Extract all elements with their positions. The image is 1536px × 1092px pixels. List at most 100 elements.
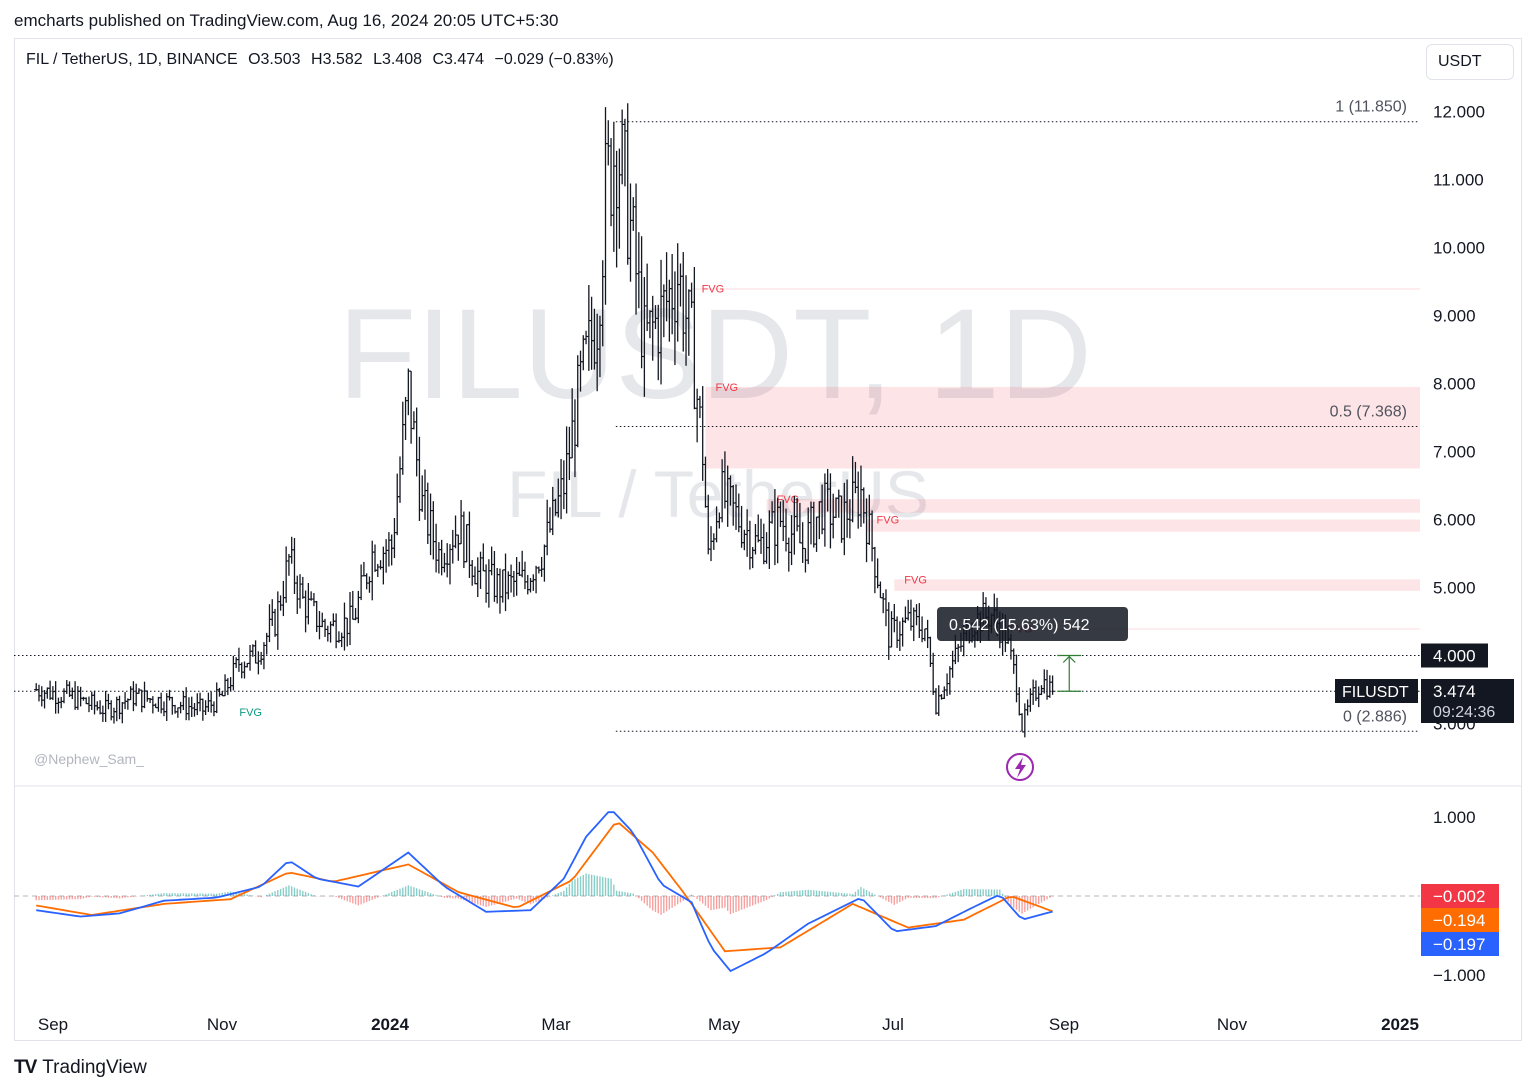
ohlc-bar [625,103,630,265]
ohlc-bar [95,701,100,711]
ohlc-bar [278,595,283,611]
ohlc-bar [378,560,383,570]
alert-icon-group[interactable] [1006,753,1034,781]
price-axis[interactable]: 12.000 11.000 10.000 9.000 8.000 7.000 6.000 5.… [1433,103,1485,734]
ohlc-bar [614,150,619,268]
ohlc-bar [1022,703,1027,738]
ohlc-bar [98,700,103,715]
ohlc-bar [609,138,614,227]
signal-line [36,822,1053,953]
level-label: 4.000 [1433,647,1476,666]
ohlc-bar [317,610,322,640]
ohlc-bar [631,197,636,231]
ohlc-bar [484,564,489,603]
ohlc-bar [389,534,394,566]
ohlc-bar [73,681,78,710]
legend-close: C3.474 [432,51,485,68]
ohlc-bar [56,697,61,714]
ohlc-bar [139,689,144,713]
ohlc-bar [189,696,194,718]
ohlc-bar [248,644,253,671]
ohlc-bar [384,539,389,573]
ohlc-bar [628,183,633,282]
ohlc-bar [456,534,461,561]
macd-value: −0.197 [1433,935,1485,954]
publisher-header: emcharts published on TradingView.com, A… [14,11,559,30]
legend-low: L3.408 [373,51,422,68]
ohlc-bar [881,592,886,614]
ohlc-bar [159,692,164,714]
ohlc-bar [236,647,241,672]
ohlc-bar [214,682,219,714]
fib-label: 0 (2.886) [1343,708,1407,725]
legend-symbol[interactable]: FIL / TetherUS, 1D, BINANCE [26,51,238,68]
ohlc-bar [111,707,116,724]
ohlc-bar [436,542,441,574]
ohlc-bars [34,103,1055,738]
ohlc-bar [373,544,378,572]
ohlc-bar [486,559,491,608]
ohlc-bar [603,107,608,305]
ohlc-bar [911,607,916,642]
ohlc-bar [434,523,439,573]
ohlc-bar [1020,713,1025,733]
ohlc-bar [906,599,911,621]
ohlc-bar [1050,675,1055,695]
ohlc-bar [59,696,64,709]
ohlc-bar [342,602,347,651]
ohlc-bar [478,551,483,589]
ohlc-bar [872,546,877,594]
ohlc-bar [431,501,436,560]
ohlc-bar [531,574,536,591]
ohlc-bar [323,618,328,637]
time-tick: Sep [1049,1015,1079,1034]
ohlc-bar [303,590,308,633]
bar-countdown: 09:24:36 [1433,704,1495,721]
ohlc-bar [503,553,508,612]
ohlc-bar [461,511,466,569]
ohlc-bar [786,537,791,572]
time-tick: Nov [1217,1015,1248,1034]
ohlc-bar [259,651,264,665]
ohlc-bar [370,540,375,601]
ohlc-bar [275,591,280,650]
price-labels: 4.000 FILUSDT 3.474 09:24:36 −0.002 −0.194 −0.… [1335,643,1514,956]
ohlc-bar [517,561,522,576]
ohlc-bar [311,593,316,607]
ohlc-bar [298,574,303,609]
currency-button[interactable]: USDT [1426,44,1514,80]
ohlc-bar [472,566,477,585]
ohlc-bar [420,475,425,512]
ohlc-bar [200,698,205,721]
ohlc-bar [39,686,44,707]
tradingview-logo[interactable]: TV TradingView [14,1057,147,1079]
ohlc-bar [928,636,933,667]
time-axis[interactable]: Sep Nov 2024 Mar May Jul Sep Nov 2025 [38,1015,1419,1034]
ohlc-bar [459,500,464,545]
ohlc-bar [534,565,539,594]
ohlc-bar [950,650,955,678]
ohlc-bar [1042,669,1047,694]
ohlc-bar [156,696,161,712]
measure-tooltip [937,607,1128,641]
ohlc-bar [489,546,494,576]
ohlc-bar [70,687,75,700]
ohlc-bar [48,680,53,700]
chart-frame [14,38,1522,1041]
ohlc-bar [181,691,186,711]
ohlc-bar [889,611,894,648]
price-tick: 7.000 [1433,443,1476,462]
ohlc-bar [450,529,455,564]
ohlc-bar [114,696,119,722]
ohlc-bar [36,684,41,702]
fvg-label: FVG [239,707,262,719]
ohlc-bar [439,539,444,576]
ohlc-bar [281,580,286,617]
ohlc-bar [306,582,311,625]
ohlc-bar [381,546,386,585]
ohlc-bar [267,604,272,643]
ohlc-bar [933,688,938,715]
price-range-measure[interactable]: 0.542 (15.63%) 542 [937,607,1128,692]
ohlc-bar [442,552,447,573]
